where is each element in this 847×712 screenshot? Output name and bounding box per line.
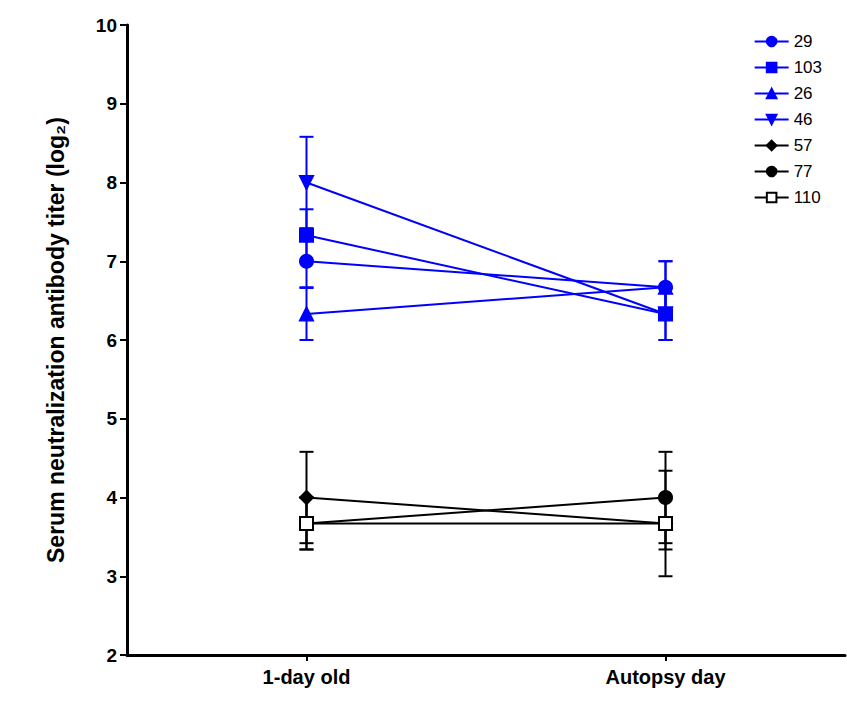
svg-text:26: 26 — [794, 84, 813, 103]
svg-text:5: 5 — [106, 408, 117, 429]
svg-text:57: 57 — [794, 136, 813, 155]
svg-text:4: 4 — [106, 487, 117, 508]
svg-text:10: 10 — [96, 15, 117, 36]
svg-text:3: 3 — [106, 566, 117, 587]
svg-text:Serum neutralization antibody: Serum neutralization antibody titer (log… — [43, 117, 69, 563]
svg-text:29: 29 — [794, 32, 813, 51]
svg-text:1-day old: 1-day old — [263, 666, 351, 688]
svg-text:Autopsy day: Autopsy day — [605, 666, 726, 688]
svg-text:8: 8 — [106, 172, 117, 193]
svg-text:103: 103 — [794, 58, 822, 77]
svg-text:2: 2 — [106, 645, 117, 666]
svg-text:9: 9 — [106, 93, 117, 114]
svg-text:46: 46 — [794, 110, 813, 129]
svg-text:7: 7 — [106, 251, 117, 272]
svg-text:6: 6 — [106, 330, 117, 351]
svg-text:110: 110 — [794, 188, 821, 207]
svg-text:77: 77 — [794, 162, 813, 181]
